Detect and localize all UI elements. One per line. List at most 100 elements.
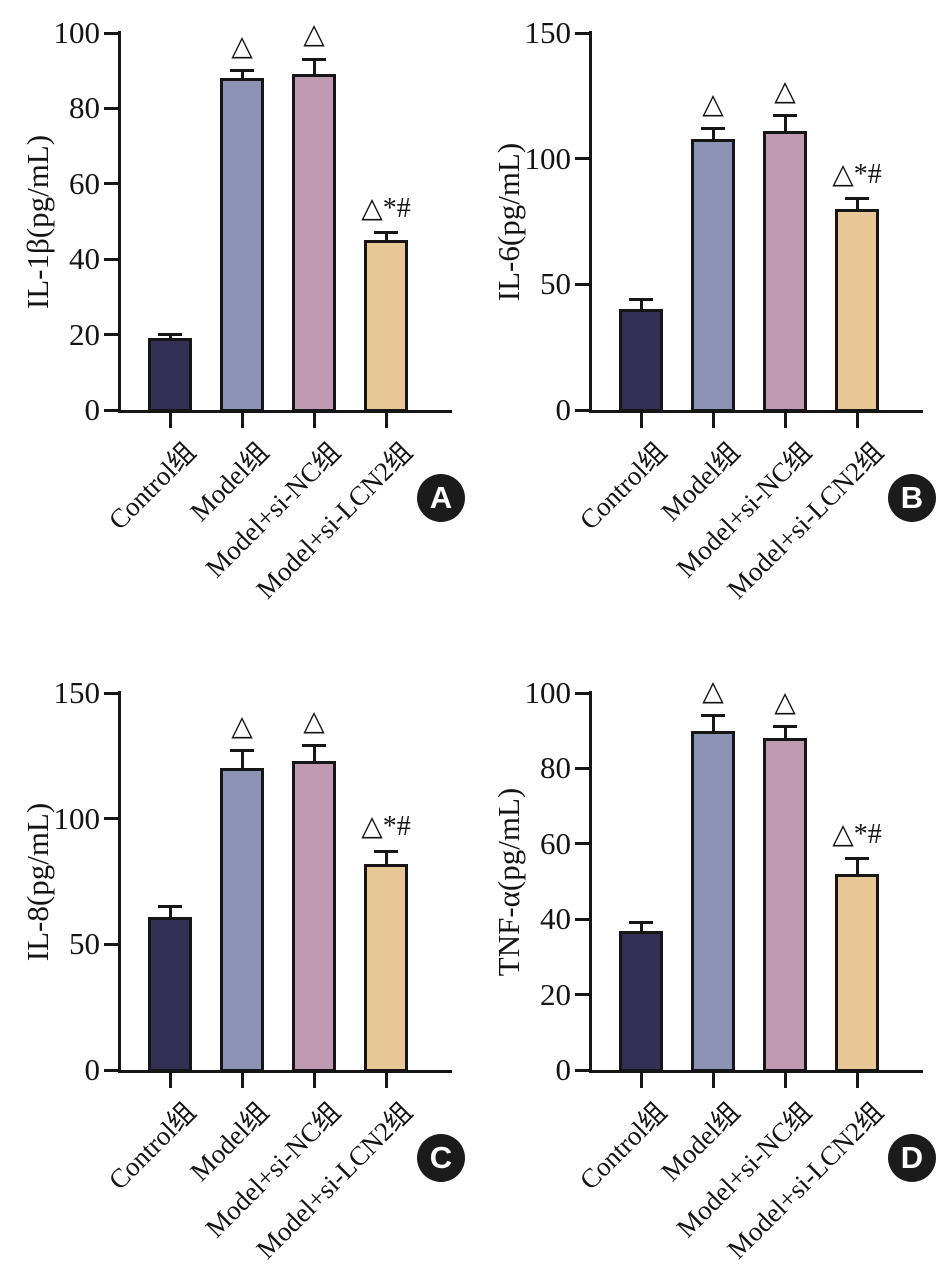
x-axis (118, 1070, 452, 1073)
significance-annotation: △*# (361, 811, 411, 843)
error-bar-cap (374, 849, 398, 853)
error-bar-cap (230, 749, 254, 753)
y-tick-label: 20 (540, 976, 571, 1012)
error-bar-line (240, 70, 244, 83)
bar-2 (220, 78, 264, 412)
y-tick (575, 691, 591, 695)
error-bar-line (639, 299, 643, 314)
error-bar-line (384, 232, 388, 245)
x-tick (168, 413, 172, 428)
y-tick (104, 182, 120, 186)
x-axis (589, 1070, 923, 1073)
x-tick (711, 1073, 715, 1088)
y-tick (104, 817, 120, 821)
x-tick (240, 1073, 244, 1088)
y-tick (575, 766, 591, 770)
significance-annotation: △ (303, 19, 325, 51)
y-tick (575, 31, 591, 35)
bar-2 (691, 730, 735, 1072)
panel-c-il8-chart: 0 50 100 150 IL-8(pg/mL) Control组 △ Model组 △ Mode… (0, 660, 471, 1283)
error-bar-cap (845, 197, 869, 201)
y-axis-title: IL-6(pg/mL) (491, 142, 526, 302)
error-bar-line (855, 198, 859, 213)
significance-annotation: △ (774, 75, 796, 107)
error-bar-cap (302, 57, 326, 61)
error-bar-line (168, 906, 172, 921)
y-tick (575, 282, 591, 286)
significance-annotation: △ (231, 710, 253, 742)
significance-annotation: △ (702, 88, 724, 120)
bar-1 (619, 930, 663, 1072)
y-tick (104, 257, 120, 261)
bar-1 (148, 338, 192, 412)
error-bar-cap (374, 231, 398, 235)
error-bar-cap (629, 921, 653, 925)
x-category-label-text: Control组 (574, 1096, 673, 1196)
bar-3 (292, 760, 336, 1072)
y-tick (104, 942, 120, 946)
y-tick-label: 0 (555, 1052, 572, 1087)
error-bar-cap (158, 905, 182, 909)
bar-2 (691, 138, 735, 412)
x-tick (855, 1073, 859, 1088)
error-bar-line (639, 922, 643, 935)
y-axis (118, 31, 121, 413)
y-tick (104, 691, 120, 695)
y-tick-label: 20 (69, 316, 100, 352)
error-bar-line (711, 715, 715, 735)
x-category-label-text: Control组 (103, 1096, 202, 1196)
significance-annotation: △*# (832, 818, 882, 850)
y-tick (575, 917, 591, 921)
bar-1 (148, 916, 192, 1072)
panel-letter-badge: B (888, 474, 936, 522)
y-tick-label: 100 (53, 800, 101, 836)
x-axis (589, 410, 923, 413)
error-bar-cap (773, 114, 797, 118)
y-tick (575, 408, 591, 412)
y-tick-label: 150 (524, 15, 572, 50)
error-bar-cap (629, 297, 653, 301)
panel-a-il1b-chart: 0 20 40 60 80 100 IL-1β(pg/mL) Control组 △ Model组 △… (0, 0, 471, 623)
y-tick-label: 100 (524, 140, 572, 176)
y-tick (104, 31, 120, 35)
x-category-label-text: Control组 (103, 436, 202, 536)
y-tick (104, 106, 120, 110)
x-tick (240, 413, 244, 428)
y-tick (575, 993, 591, 997)
y-tick-label: 50 (69, 926, 100, 962)
bar-3 (763, 131, 807, 412)
error-bar-line (783, 115, 787, 136)
y-tick-label: 50 (540, 266, 571, 302)
significance-annotation: △*# (832, 158, 882, 190)
x-tick (639, 413, 643, 428)
y-tick-label: 150 (53, 675, 101, 710)
x-tick (384, 1073, 388, 1088)
panel-b-il6-chart: 0 50 100 150 IL-6(pg/mL) Control组 △ Model组 △ Mode… (471, 0, 942, 623)
error-bar-cap (230, 69, 254, 73)
y-axis-title: TNF-α(pg/mL) (491, 787, 526, 977)
x-tick (855, 413, 859, 428)
x-tick (384, 413, 388, 428)
y-tick-label: 80 (69, 90, 100, 126)
y-tick-label: 0 (84, 392, 101, 427)
error-bar-cap (158, 333, 182, 337)
significance-annotation: △ (702, 675, 724, 707)
y-tick-label: 60 (540, 825, 571, 861)
x-tick (168, 1073, 172, 1088)
error-bar-cap (773, 725, 797, 729)
significance-annotation: △*# (361, 192, 411, 224)
error-bar-line (711, 128, 715, 143)
y-axis-title: IL-1β(pg/mL) (20, 134, 55, 310)
y-tick-label: 0 (84, 1052, 101, 1087)
y-tick (104, 333, 120, 337)
y-axis (589, 31, 592, 413)
error-bar-line (312, 745, 316, 765)
y-tick (575, 1068, 591, 1072)
bar-3 (763, 738, 807, 1072)
error-bar-line (855, 858, 859, 878)
bar-2 (220, 768, 264, 1072)
y-axis (118, 691, 121, 1073)
y-tick (575, 842, 591, 846)
error-bar-cap (845, 857, 869, 861)
